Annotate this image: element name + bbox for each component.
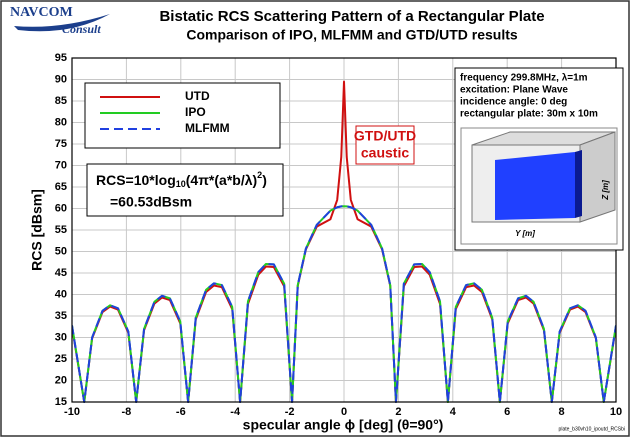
info-line: rectangular plate: 30m x 10m — [460, 109, 598, 120]
y-tick-label: 85 — [55, 95, 67, 107]
y-tick-label: 80 — [55, 116, 67, 128]
x-tick-label: -6 — [176, 406, 186, 418]
footer: plate_b30vh10_ipoutd_RCSbi — [559, 426, 625, 432]
chart: NAVCOM Consult Bistatic RCS Scattering P… — [0, 0, 630, 437]
legend-label: IPO — [185, 105, 206, 119]
x-tick-label: -8 — [122, 406, 132, 418]
caustic-note: GTD/UTD caustic — [354, 126, 416, 164]
page: NAVCOM Consult Bistatic RCS Scattering P… — [0, 0, 630, 437]
formula-part: ) — [262, 172, 267, 188]
x-tick-label: 6 — [504, 406, 510, 418]
y-axis-title: RCS [dBsm] — [29, 189, 45, 271]
y-tick-label: 55 — [55, 224, 67, 236]
x-tick-label: 0 — [341, 406, 347, 418]
formula-result: =60.53dBsm — [110, 194, 192, 210]
inset-plate-edge — [575, 150, 582, 218]
caustic-text: caustic — [361, 145, 409, 161]
legend-label: UTD — [185, 89, 210, 103]
y-tick-label: 60 — [55, 202, 67, 214]
inset-label: Y [m] — [515, 229, 535, 238]
x-axis-title: specular angle ϕ [deg] (θ=90°) — [243, 417, 444, 433]
y-tick-label: 70 — [55, 159, 67, 171]
logo-sub: Consult — [62, 22, 101, 36]
caustic-text: GTD/UTD — [354, 128, 416, 144]
x-tick-label: 10 — [610, 406, 622, 418]
chart-title: Bistatic RCS Scattering Pattern of a Rec… — [159, 8, 544, 25]
y-tick-label: 65 — [55, 181, 67, 193]
y-tick-label: 20 — [55, 374, 67, 386]
y-tick-label: 95 — [55, 52, 67, 64]
y-tick-label: 25 — [55, 353, 67, 365]
y-tick-label: 90 — [55, 73, 67, 85]
chart-subtitle: Comparison of IPO, MLFMM and GTD/UTD res… — [186, 27, 518, 43]
x-tick-label: 2 — [395, 406, 401, 418]
inset-side — [580, 132, 615, 222]
x-tick-label: -4 — [230, 406, 241, 418]
info-line: excitation: Plane Wave — [460, 85, 568, 96]
info-line: frequency 299.8MHz, λ=1m — [460, 73, 588, 84]
inset-label: Z [m] — [601, 180, 610, 201]
formula-sub: 10 — [176, 179, 186, 189]
info-line: incidence angle: 0 deg — [460, 97, 567, 108]
y-tick-label: 75 — [55, 138, 67, 150]
formula-part: RCS=10*log — [96, 172, 176, 188]
x-tick-label: -10 — [64, 406, 80, 418]
x-tick-label: -2 — [285, 406, 295, 418]
x-tick-label: 4 — [450, 406, 457, 418]
y-tick-label: 35 — [55, 310, 67, 322]
legend-box — [85, 83, 280, 148]
formula-box: RCS=10*log10(4π*(a*b/λ)2) =60.53dBsm — [87, 164, 283, 216]
x-tick-label: 8 — [559, 406, 565, 418]
logo-main: NAVCOM — [10, 5, 73, 20]
y-tick-label: 40 — [55, 288, 67, 300]
legend: UTD IPO MLFMM — [85, 83, 280, 148]
y-tick-label: 30 — [55, 331, 67, 343]
y-tick-label: 45 — [55, 267, 67, 279]
legend-label: MLFMM — [185, 121, 230, 135]
y-tick-label: 50 — [55, 245, 67, 257]
inset-plate — [495, 152, 575, 220]
formula-part: (4π*(a*b/λ) — [186, 172, 257, 188]
info-box: Y [m] Z [m] frequency 299.8MHz, λ=1mexci… — [455, 68, 623, 250]
